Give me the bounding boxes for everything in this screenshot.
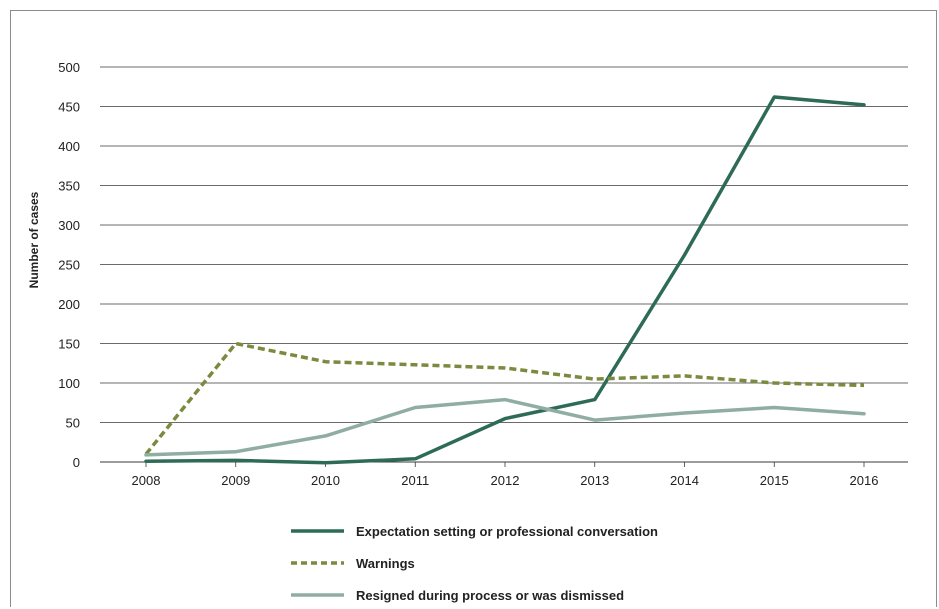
x-tick-label: 2008	[132, 473, 161, 488]
legend-label-2: Warnings	[356, 556, 415, 571]
x-tick-label: 2016	[850, 473, 879, 488]
series-line-3	[144, 397, 866, 457]
x-tick-label: 2012	[491, 473, 520, 488]
legend-label-3: Resigned during process or was dismissed	[356, 588, 624, 603]
y-tick-label: 150	[58, 337, 80, 352]
y-axis-ticks: 0 50 100 150 200 250 300 350 400 450 500	[58, 60, 80, 470]
y-tick-label: 350	[58, 179, 80, 194]
y-tick-label: 500	[58, 60, 80, 75]
y-tick-label: 250	[58, 258, 80, 273]
legend: Expectation setting or professional conv…	[291, 524, 658, 603]
x-tick-label: 2010	[311, 473, 340, 488]
y-axis-label: Number of cases	[27, 191, 41, 288]
x-tick-label: 2014	[670, 473, 699, 488]
x-tick-label: 2011	[401, 473, 429, 488]
series-line-1	[144, 95, 866, 465]
y-tick-label: 50	[66, 416, 80, 431]
x-tick-label: 2009	[221, 473, 250, 488]
x-axis: 2008 2009 2010 2011 2012 2013 2014 2015 2016	[132, 462, 879, 488]
series-line-2	[144, 341, 865, 456]
series-lines	[144, 95, 866, 465]
legend-label-1: Expectation setting or professional conv…	[356, 524, 658, 539]
x-tick-label: 2013	[580, 473, 609, 488]
y-tick-label: 400	[58, 139, 80, 154]
y-tick-label: 200	[58, 297, 80, 312]
y-tick-label: 100	[58, 376, 80, 391]
y-tick-label: 0	[73, 455, 80, 470]
y-tick-label: 300	[58, 218, 80, 233]
chart-frame	[10, 10, 937, 607]
y-tick-label: 450	[58, 100, 80, 115]
gridlines	[100, 66, 908, 463]
x-tick-label: 2015	[760, 473, 789, 488]
